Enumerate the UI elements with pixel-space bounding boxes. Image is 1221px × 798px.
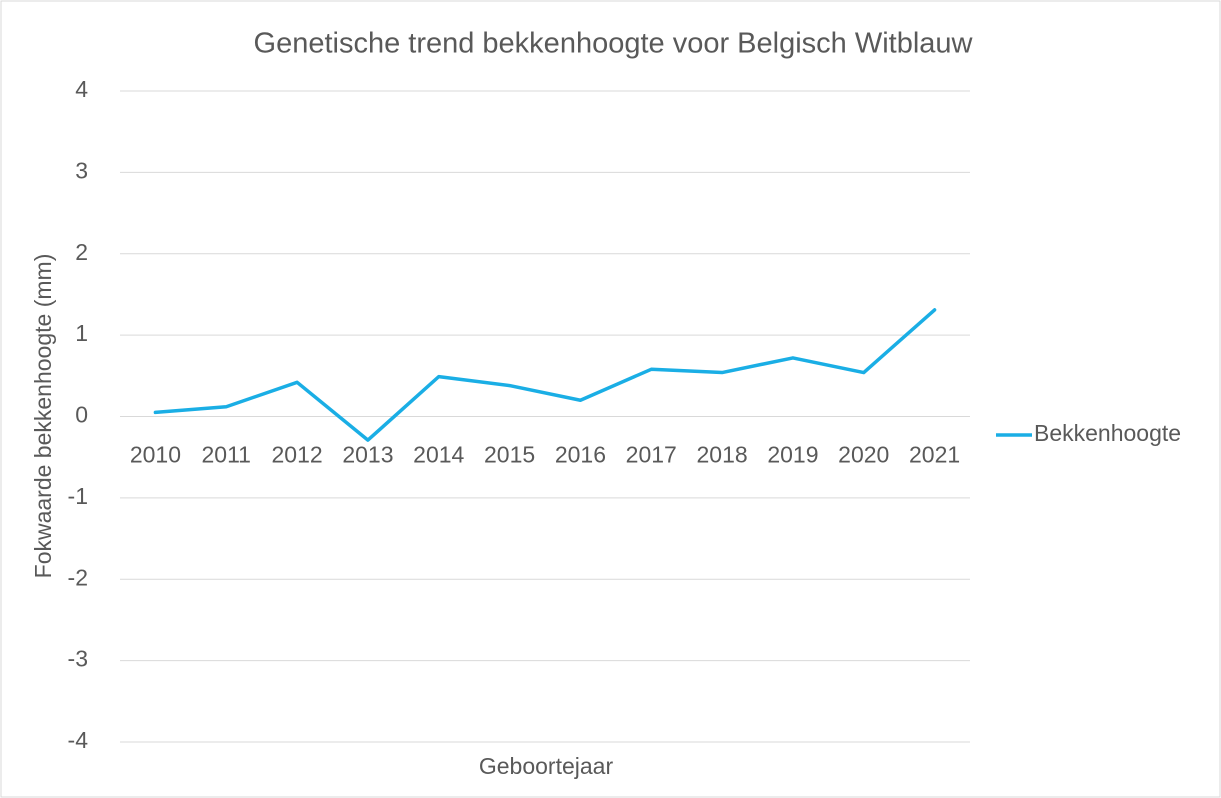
y-tick-label: -3 [68,646,88,672]
x-tick-label: 2017 [626,442,677,468]
x-axis-title: Geboortejaar [479,753,614,779]
y-tick-label: 1 [75,320,88,346]
y-tick-label: -1 [68,483,88,509]
y-tick-label: 4 [75,76,88,102]
y-tick-label: 2 [75,239,88,265]
x-tick-label: 2015 [484,442,535,468]
x-tick-label: 2012 [271,442,322,468]
legend-label: Bekkenhoogte [1034,420,1181,446]
y-tick-label: -2 [68,564,88,590]
chart-title: Genetische trend bekkenhoogte voor Belgi… [254,28,974,60]
x-tick-label: 2013 [342,442,393,468]
x-tick-label: 2011 [202,442,251,468]
y-axis-title: Fokwaarde bekkenhoogte (mm) [30,254,56,579]
data-line [153,308,937,442]
y-tick-label: -4 [68,727,89,753]
x-tick-label: 2018 [696,442,747,468]
x-tick-label: 2021 [909,442,960,468]
x-tick-label: 2014 [413,442,464,468]
x-tick-label: 2010 [130,442,181,468]
y-tick-label: 3 [75,157,88,183]
x-tick-label: 2019 [767,442,818,468]
y-tick-label: 0 [75,402,88,428]
x-tick-label: 2020 [838,442,889,468]
x-tick-label: 2016 [555,442,606,468]
